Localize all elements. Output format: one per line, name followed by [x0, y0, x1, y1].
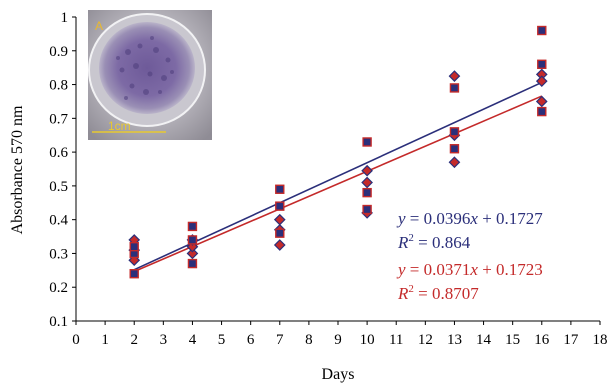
- x-tick-label: 18: [593, 332, 608, 348]
- data-point-diamond: [361, 164, 373, 177]
- data-point-square: [449, 127, 460, 137]
- data-point-square: [275, 201, 285, 211]
- y-tick-label: 0.6: [49, 145, 68, 161]
- x-tick-label: 6: [247, 332, 255, 348]
- data-point-square: [187, 221, 198, 232]
- fit-equation-2: y = 0.0371x + 0.1723: [396, 260, 543, 279]
- x-tick-label: 10: [360, 332, 375, 348]
- data-point-square: [449, 83, 460, 93]
- data-point-diamond: [273, 213, 286, 226]
- y-tick-label: 1: [61, 10, 69, 26]
- data-point-diamond: [448, 70, 461, 82]
- x-tick-label: 16: [534, 332, 550, 348]
- y-axis-title: Absorbance 570 nm: [9, 105, 26, 234]
- y-tick-label: 0.8: [49, 78, 68, 94]
- data-point-diamond: [535, 75, 548, 88]
- y-tick-label: 0.2: [49, 280, 68, 296]
- data-point-diamond: [186, 247, 199, 260]
- data-point-square: [537, 106, 547, 117]
- data-point-square: [275, 184, 285, 194]
- x-tick-label: 1: [101, 332, 109, 348]
- x-tick-label: 11: [389, 332, 403, 348]
- data-point-square: [129, 241, 139, 252]
- y-tick-label: 0.4: [49, 213, 68, 229]
- y-tick-label: 0.7: [49, 111, 68, 127]
- equation-block-1: y = 0.0396x + 0.1727 R2 = 0.864: [396, 209, 543, 252]
- x-tick-label: 8: [305, 332, 313, 348]
- well-stained-cells: [99, 22, 195, 114]
- x-tick-label: 2: [130, 332, 138, 348]
- data-point-square: [362, 137, 372, 147]
- data-point-diamond: [448, 156, 461, 169]
- x-tick-label: 5: [218, 332, 226, 348]
- x-tick-label: 12: [418, 332, 433, 348]
- x-tick-label: 14: [476, 332, 492, 348]
- trendline-2: [133, 95, 543, 273]
- y-ticks: 0.1 0.2 0.3 0.4 0.5 0.6 0.7 0.8 0.9 1: [49, 10, 76, 330]
- x-tick-label: 13: [447, 332, 462, 348]
- data-point-square: [362, 187, 372, 198]
- inset-panel-label: A: [95, 19, 103, 33]
- x-tick-label: 0: [72, 332, 80, 348]
- x-axis-title: Days: [322, 366, 355, 383]
- y-tick-label: 0.3: [49, 246, 68, 262]
- x-tick-label: 17: [563, 332, 579, 348]
- data-point-square: [129, 269, 139, 279]
- data-point-diamond: [273, 239, 286, 251]
- data-point-square: [187, 258, 198, 269]
- data-point-square: [362, 204, 372, 215]
- data-point-square: [537, 59, 547, 69]
- y-tick-label: 0.1: [49, 314, 68, 330]
- x-tick-label: 7: [276, 332, 284, 348]
- data-point-diamond: [535, 95, 548, 108]
- scale-bar-label: 1cm: [108, 119, 131, 133]
- r-squared-2: R2 = 0.8707: [397, 283, 479, 303]
- data-point-square: [275, 228, 285, 238]
- equation-block-2: y = 0.0371x + 0.1723 R2 = 0.8707: [396, 260, 543, 303]
- r-squared-1: R2 = 0.864: [397, 232, 471, 252]
- data-point-square: [187, 235, 198, 245]
- x-tick-label: 4: [189, 332, 197, 348]
- inset-photo: A 1cm: [88, 10, 212, 140]
- x-ticks: 0 1 2 3 4 5 6 7 8 9 10 11 12 13 14 15 16 17 18: [72, 321, 608, 348]
- x-tick-label: 9: [334, 332, 342, 348]
- y-tick-label: 0.5: [49, 179, 68, 195]
- cell-texture: [116, 36, 174, 100]
- data-point-square: [449, 144, 460, 154]
- data-points: [128, 25, 548, 279]
- y-tick-label: 0.9: [49, 44, 68, 60]
- trendlines: [133, 81, 543, 273]
- x-tick-label: 3: [160, 332, 168, 348]
- trendline-1: [133, 81, 543, 271]
- data-point-diamond: [361, 176, 373, 189]
- fit-equation-1: y = 0.0396x + 0.1727: [396, 209, 543, 228]
- x-tick-label: 15: [505, 332, 520, 348]
- data-point-square: [537, 25, 547, 36]
